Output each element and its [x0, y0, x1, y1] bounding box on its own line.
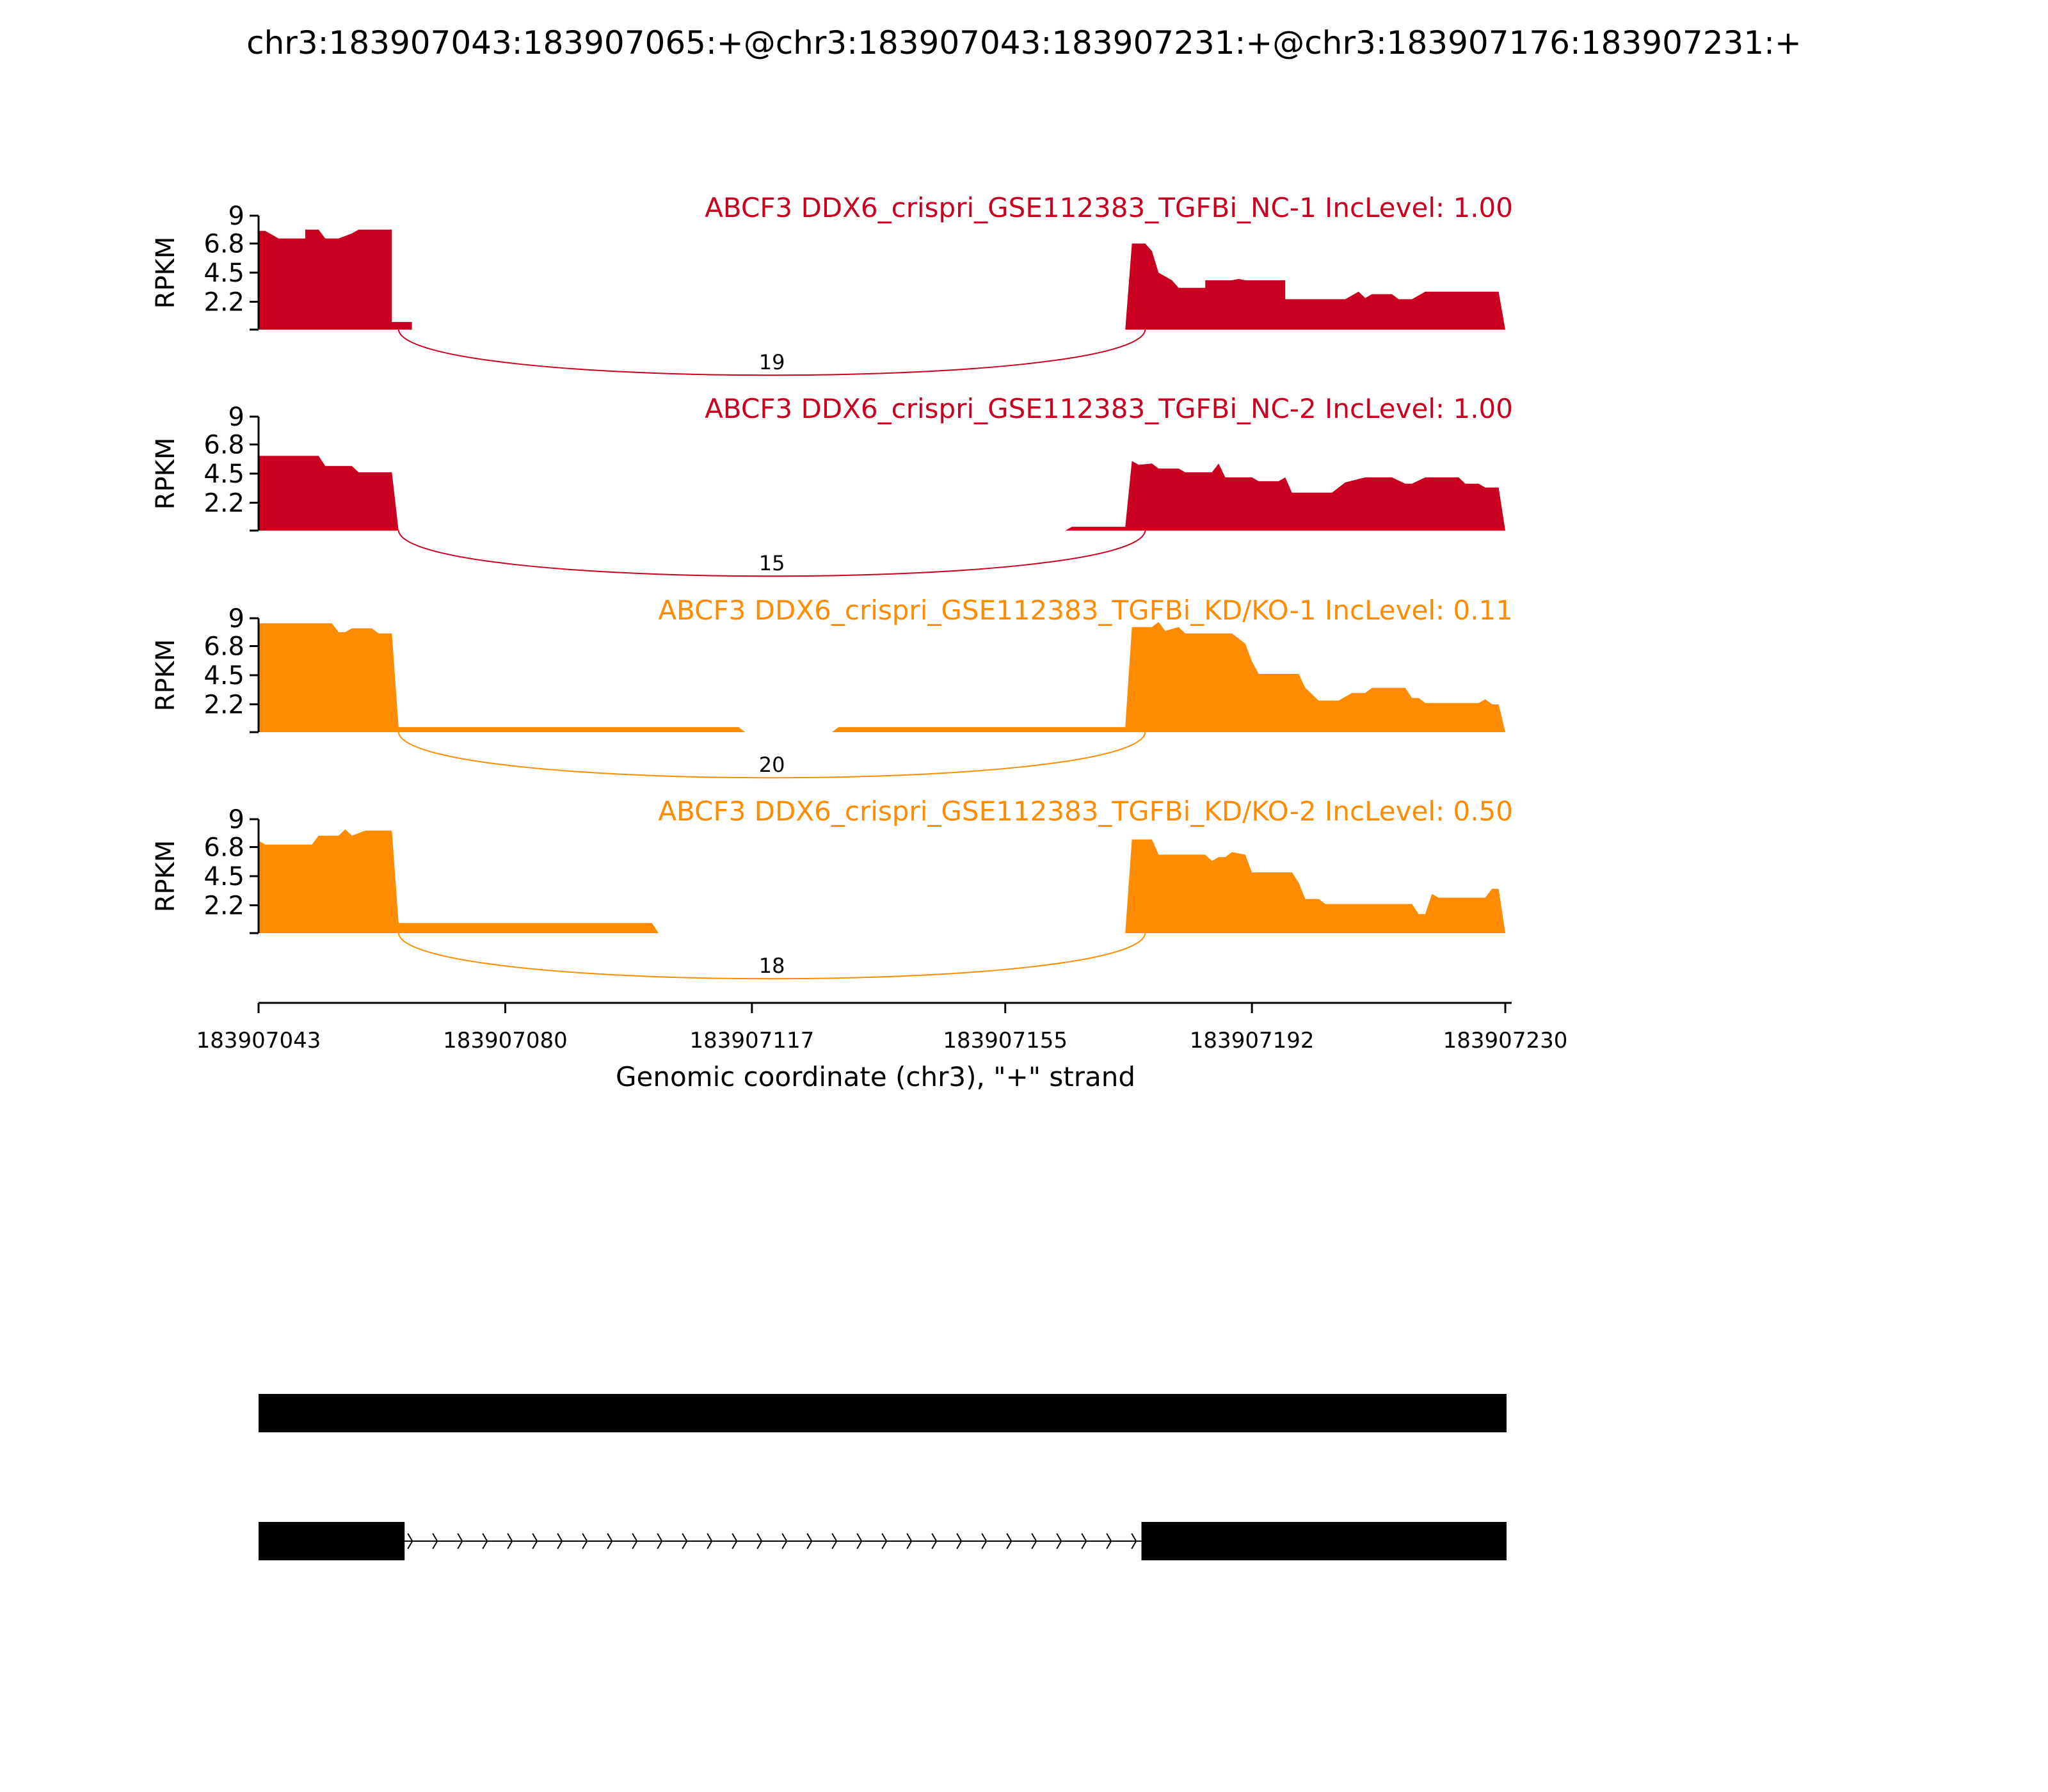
strand-arrow [831, 1533, 838, 1549]
x-tick-label: 183907192 [1190, 1028, 1315, 1053]
chart-title: chr3:183907043:183907065:+@chr3:18390704… [246, 24, 1802, 61]
x-tick-label: 183907230 [1443, 1028, 1568, 1053]
strand-arrow [956, 1533, 963, 1549]
x-axis-label: Genomic coordinate (chr3), "+" strand [616, 1061, 1135, 1092]
strand-arrow [906, 1533, 913, 1549]
coverage-area [259, 829, 1505, 933]
x-tick-label: 183907117 [690, 1028, 815, 1053]
exon-block [259, 1522, 405, 1560]
y-tick-label: 6.8 [204, 833, 244, 863]
transcript-2 [259, 1522, 1507, 1560]
y-axis-label: RPKM [151, 639, 180, 712]
y-axis-label: RPKM [151, 237, 180, 309]
x-tick-label: 183907155 [943, 1028, 1068, 1053]
y-tick-label: 9 [228, 604, 244, 634]
strand-arrow [856, 1533, 863, 1549]
coverage-area [259, 229, 1505, 330]
strand-arrow [682, 1533, 688, 1549]
y-tick-label: 9 [228, 403, 244, 432]
track-label: ABCF3 DDX6_crispri_GSE112383_TGFBi_KD/KO… [658, 595, 1513, 626]
junction-label-bg [744, 751, 801, 776]
junction-count: 19 [759, 350, 785, 374]
junction-arc [397, 329, 1146, 376]
junction-count: 18 [759, 954, 785, 978]
strand-arrow [532, 1533, 538, 1549]
y-tick-label: 9 [228, 202, 244, 231]
strand-arrow [931, 1533, 938, 1549]
junction-arc [397, 932, 1146, 980]
track-label: ABCF3 DDX6_crispri_GSE112383_TGFBi_NC-2 … [705, 393, 1513, 424]
strand-arrow [1031, 1533, 1037, 1549]
track-label: ABCF3 DDX6_crispri_GSE112383_TGFBi_KD/KO… [658, 796, 1513, 827]
strand-arrow [557, 1533, 563, 1549]
exon-block [1141, 1522, 1507, 1560]
strand-arrow [806, 1533, 813, 1549]
y-tick-label: 2.2 [204, 690, 244, 719]
strand-arrow [632, 1533, 638, 1549]
y-tick-label: 2.2 [204, 488, 244, 518]
strand-arrow [657, 1533, 663, 1549]
strand-arrow [407, 1533, 413, 1549]
y-tick-label: 6.8 [204, 431, 244, 460]
strand-arrow [756, 1533, 763, 1549]
strand-arrow [1106, 1533, 1112, 1549]
track-1: 2.24.56.89 RPKM ABCF3 DDX6_crispri_GSE1123… [151, 192, 1513, 376]
y-tick-label: 2.2 [204, 287, 244, 317]
strand-arrow [781, 1533, 788, 1549]
y-axis-label: RPKM [151, 840, 180, 913]
junction-count: 20 [759, 753, 785, 777]
strand-arrow [607, 1533, 613, 1549]
transcript-1 [259, 1394, 1507, 1432]
y-tick-label: 4.5 [204, 460, 244, 489]
junction-arc [397, 732, 1146, 779]
strand-arrow [881, 1533, 888, 1549]
x-tick-label: 183907080 [443, 1028, 568, 1053]
x-tick-label: 183907043 [196, 1028, 321, 1053]
gene-model [259, 1394, 1507, 1560]
x-axis: 183907043 183907080 183907117 183907155 1839… [196, 1002, 1568, 1092]
y-tick-label: 9 [228, 805, 244, 835]
strand-arrow [582, 1533, 588, 1549]
strand-arrow [482, 1533, 488, 1549]
track-label: ABCF3 DDX6_crispri_GSE112383_TGFBi_NC-1 … [705, 192, 1513, 223]
strand-arrow [1081, 1533, 1087, 1549]
strand-arrow [1056, 1533, 1062, 1549]
strand-arrow [981, 1533, 988, 1549]
junction-arc [397, 530, 1146, 577]
y-axis-label: RPKM [151, 438, 180, 510]
coverage-area [259, 621, 1505, 732]
y-tick-label: 6.8 [204, 230, 244, 259]
strand-arrow [707, 1533, 713, 1549]
y-tick-label: 4.5 [204, 661, 244, 691]
track-3: 2.24.56.89 RPKM ABCF3 DDX6_crispri_GSE1123… [151, 595, 1513, 779]
y-tick-label: 6.8 [204, 632, 244, 662]
junction-count: 15 [759, 551, 785, 575]
y-tick-label: 2.2 [204, 891, 244, 920]
strand-arrow [457, 1533, 463, 1549]
y-tick-label: 4.5 [204, 259, 244, 288]
track-2: 2.24.56.89 RPKM ABCF3 DDX6_crispri_GSE1123… [151, 393, 1513, 577]
coverage-area [259, 456, 1505, 531]
y-tick-label: 4.5 [204, 862, 244, 892]
strand-arrow [507, 1533, 513, 1549]
strand-arrow [432, 1533, 438, 1549]
strand-arrow [1131, 1533, 1137, 1549]
exon-block [259, 1394, 1507, 1432]
strand-arrow [1006, 1533, 1012, 1549]
junction-label-bg [744, 349, 801, 373]
junction-label-bg [744, 952, 801, 977]
strand-arrow [732, 1533, 738, 1549]
track-4: 2.24.56.89 RPKM ABCF3 DDX6_crispri_GSE1123… [151, 796, 1513, 980]
junction-label-bg [744, 550, 801, 574]
